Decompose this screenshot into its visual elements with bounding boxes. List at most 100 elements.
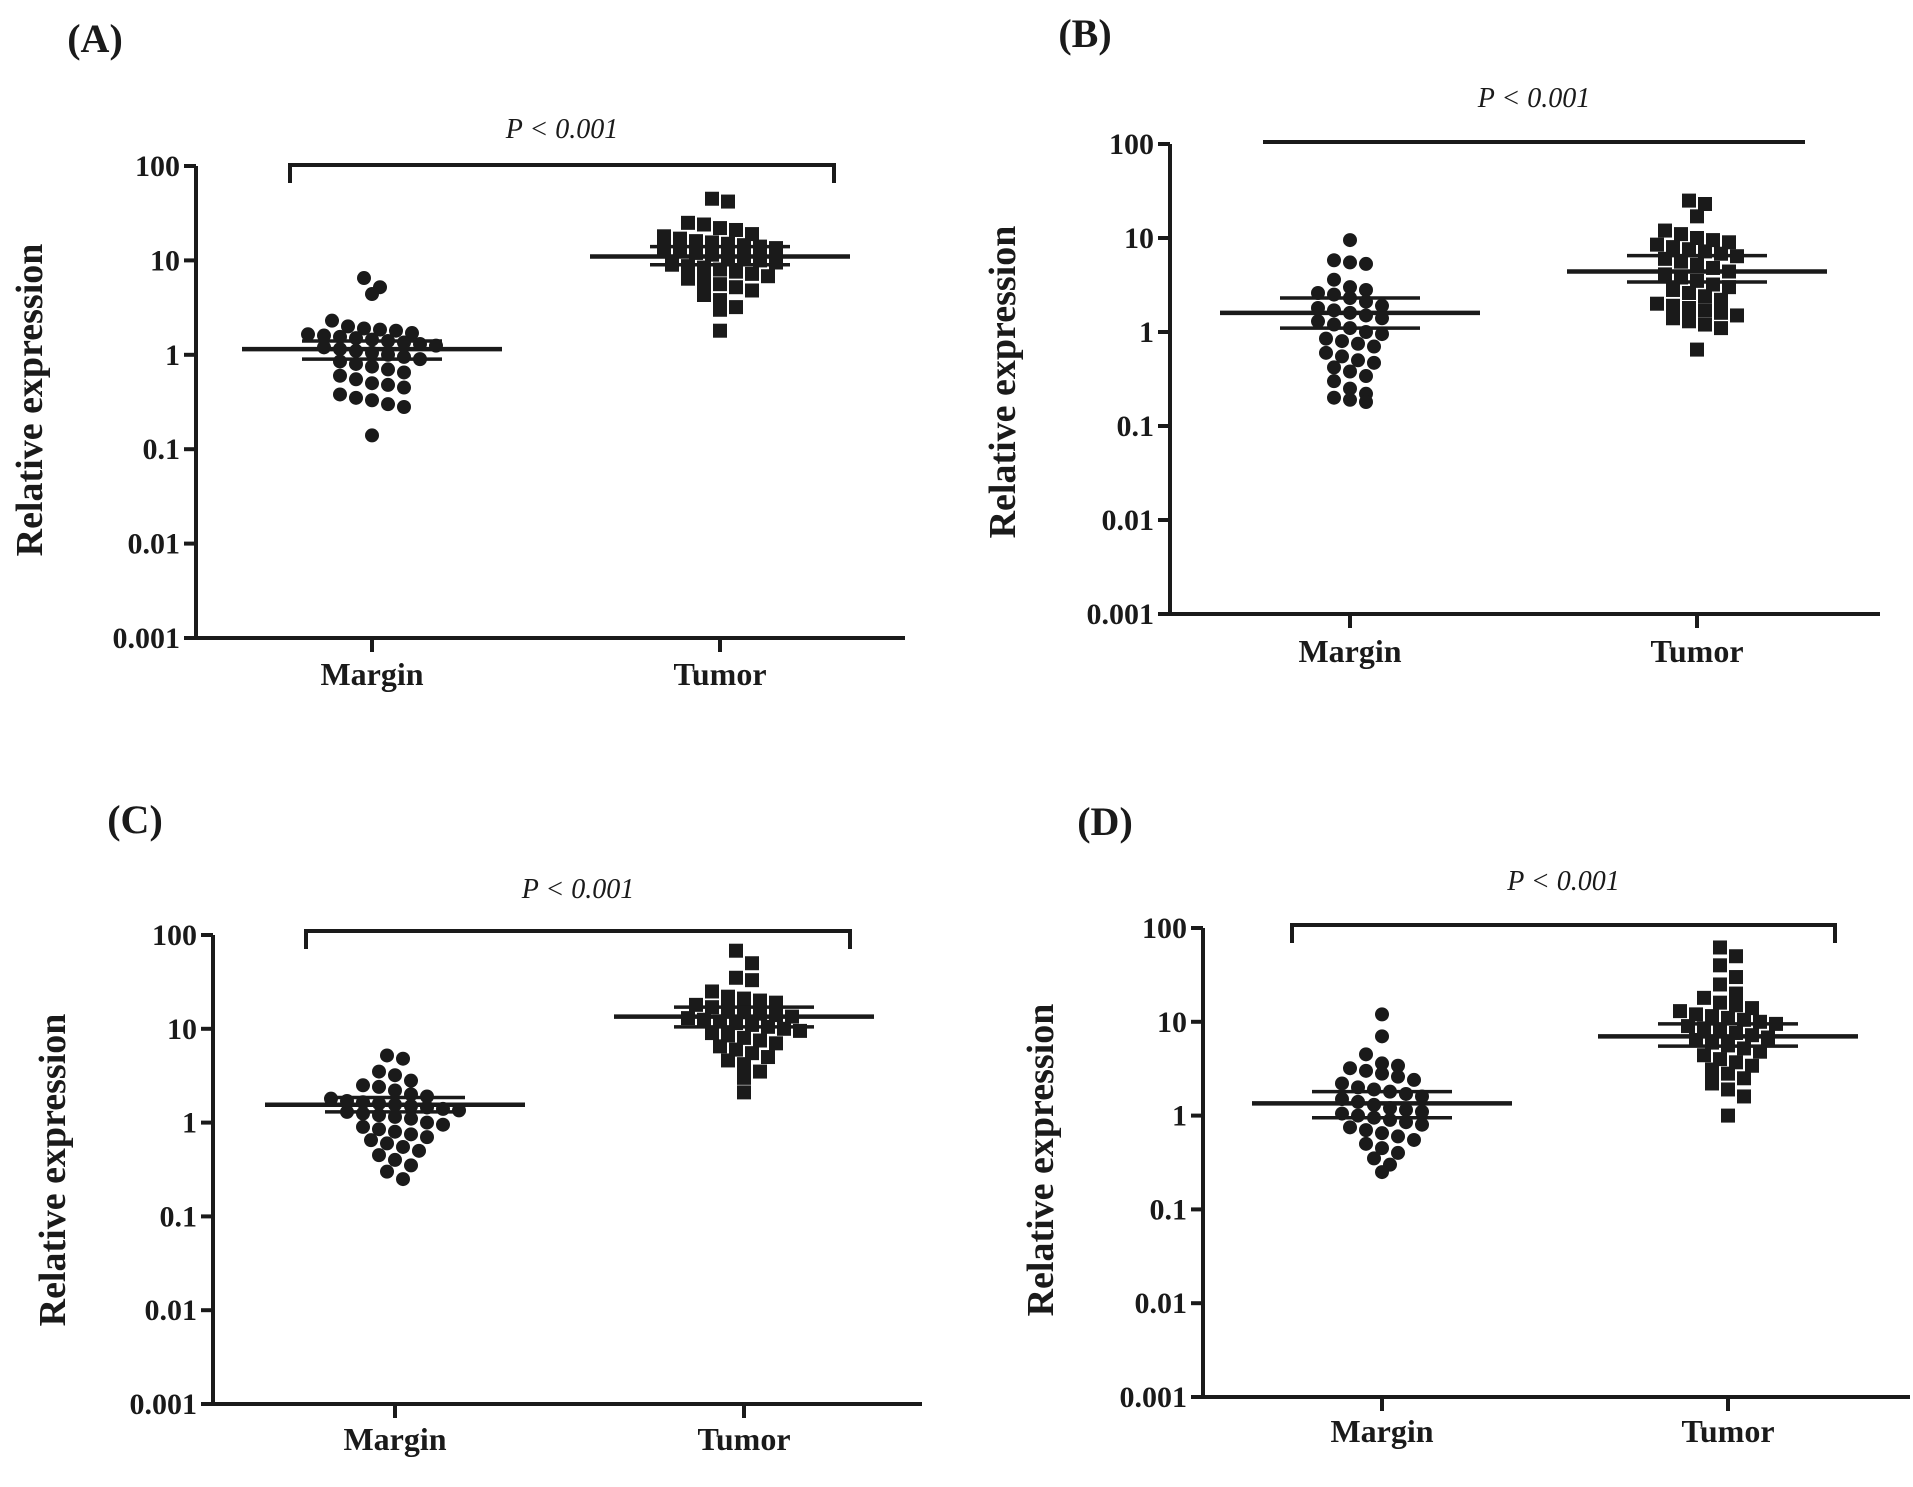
data-point (333, 368, 347, 383)
data-point (737, 1070, 751, 1085)
data-point (729, 943, 743, 958)
data-point (713, 221, 727, 236)
data-point (388, 1083, 402, 1098)
data-point (365, 393, 379, 408)
data-point (420, 1115, 434, 1130)
data-point (1658, 223, 1672, 238)
data-point (1721, 1010, 1735, 1025)
data-point (396, 1172, 410, 1187)
data-point (1335, 334, 1349, 349)
data-point (1737, 1089, 1751, 1104)
x-tick-label-margin: Margin (1330, 1413, 1433, 1449)
x-tick-label-margin: Margin (343, 1421, 446, 1457)
data-point (365, 428, 379, 443)
series-tumor (614, 943, 874, 1100)
data-point (1327, 253, 1341, 268)
data-point (721, 1028, 735, 1043)
data-point (405, 326, 419, 341)
data-point (1737, 1071, 1751, 1086)
data-point (356, 1078, 370, 1093)
x-tick-label-margin: Margin (320, 656, 423, 692)
data-point (1343, 1120, 1357, 1135)
y-tick-label: 0.01 (128, 528, 181, 561)
data-point (1351, 353, 1365, 368)
data-point (365, 287, 379, 302)
data-point (1359, 395, 1373, 410)
y-tick-label: 10 (150, 244, 180, 277)
data-point (721, 1053, 735, 1068)
data-point (1359, 369, 1373, 384)
data-point (1359, 1047, 1373, 1062)
data-point (729, 970, 743, 985)
data-point (1359, 282, 1373, 297)
data-point (1674, 254, 1688, 269)
data-point (1714, 292, 1728, 307)
y-tick-label: 100 (1142, 912, 1187, 945)
data-point (1722, 235, 1736, 250)
series-tumor (590, 191, 850, 338)
data-point (1407, 1072, 1421, 1087)
chart-panel-a: (A) Relative expression 0.001 0.01 0.1 1 10 100… (9, 16, 905, 692)
y-axis-label: Relative expression (982, 226, 1024, 539)
y-tick-label: 0.1 (1117, 410, 1155, 443)
significance-bracket (288, 163, 836, 183)
data-point (1682, 301, 1696, 316)
data-point (1682, 242, 1696, 257)
data-point (325, 313, 339, 328)
data-point (1697, 1048, 1711, 1063)
y-tick-label: 0.1 (143, 433, 181, 466)
data-point (745, 956, 759, 971)
data-point (381, 377, 395, 392)
p-value-annotation: P < 0.001 (1506, 866, 1620, 897)
data-point (1399, 1086, 1413, 1101)
data-point (1375, 1141, 1389, 1156)
data-point (388, 1152, 402, 1167)
data-point (737, 1085, 751, 1100)
data-point (697, 288, 711, 303)
data-point (1713, 995, 1727, 1010)
y-tick-label: 0.001 (130, 1388, 198, 1421)
data-point (1367, 339, 1381, 354)
data-point (1327, 360, 1341, 375)
data-point (713, 323, 727, 338)
data-point (397, 399, 411, 414)
data-point (1391, 1145, 1405, 1160)
data-point (404, 1127, 418, 1142)
panel-label: (B) (1058, 11, 1111, 56)
data-point (381, 362, 395, 377)
data-point (1729, 970, 1743, 985)
data-point (388, 1124, 402, 1139)
data-point (1343, 381, 1357, 396)
data-point (1367, 1151, 1381, 1166)
x-tick-label-margin: Margin (1298, 633, 1401, 669)
data-point (1327, 303, 1341, 318)
data-point (1359, 1136, 1373, 1151)
data-point (364, 1133, 378, 1148)
data-point (1343, 255, 1357, 270)
data-point (1666, 311, 1680, 326)
data-point (396, 1051, 410, 1066)
data-point (1698, 196, 1712, 211)
data-point (1753, 1014, 1767, 1029)
y-tick-label: 100 (135, 150, 180, 183)
data-point (1729, 1055, 1743, 1070)
data-point (1698, 289, 1712, 304)
data-point (436, 1117, 450, 1132)
series-tumor (1598, 940, 1858, 1123)
x-tick-label-tumor: Tumor (673, 656, 766, 692)
data-point (1745, 1001, 1759, 1016)
data-point (1343, 280, 1357, 295)
data-point (1311, 314, 1325, 329)
data-point (1359, 308, 1373, 323)
data-point (1666, 282, 1680, 297)
data-point (761, 1050, 775, 1065)
p-value-annotation: P < 0.001 (1477, 83, 1591, 114)
data-point (705, 191, 719, 206)
data-point (1391, 1129, 1405, 1144)
data-point (673, 231, 687, 246)
data-point (349, 390, 363, 405)
data-point (745, 1017, 759, 1032)
data-point (1327, 272, 1341, 287)
data-point (777, 1021, 791, 1036)
panel-label: (C) (107, 797, 163, 842)
